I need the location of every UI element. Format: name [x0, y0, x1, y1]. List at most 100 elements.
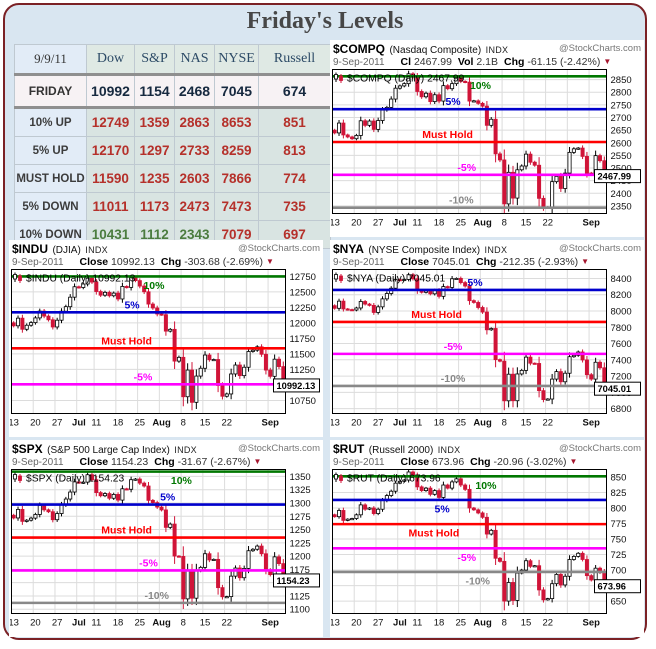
svg-text:Jul: Jul: [72, 418, 86, 429]
table-cell: 12749: [86, 107, 135, 137]
svg-text:13: 13: [10, 418, 19, 429]
chart-subheader: 9-Sep-2011 Close 673.96 Chg -20.96 (-3.02%…: [331, 455, 644, 468]
svg-text:22: 22: [542, 418, 553, 429]
candlestick-icon: [334, 72, 343, 83]
svg-text:Sep: Sep: [583, 418, 601, 429]
svg-text:$COMPQ (Daily) 2467.99: $COMPQ (Daily) 2467.99: [347, 74, 465, 85]
levels-table-head: 9/9/11 Dow S&P NAS NYSE Russell: [14, 44, 331, 75]
axis-group: 650675700725750775800825850132027Jul1118…: [329, 472, 627, 629]
indu-chart-canvas: 10%5%Must Hold-5%10750110001125011500117…: [8, 269, 320, 429]
chart-name: (NYSE Composite Index): [368, 245, 481, 256]
svg-text:10750: 10750: [290, 396, 316, 407]
svg-text:750: 750: [611, 535, 627, 546]
svg-text:2650: 2650: [611, 126, 632, 137]
svg-text:1200: 1200: [290, 552, 311, 563]
svg-text:850: 850: [611, 472, 627, 483]
table-cell: 2468: [174, 73, 215, 109]
svg-text:1275: 1275: [290, 512, 311, 523]
svg-text:11: 11: [91, 618, 101, 629]
chart-panel-nya: $NYA (NYSE Composite Index) INDX @StockC…: [329, 240, 644, 437]
svg-text:13: 13: [10, 618, 19, 629]
svg-text:1100: 1100: [290, 605, 310, 616]
table-cell: 10992: [86, 73, 135, 109]
table-cell: 735: [258, 192, 331, 221]
svg-text:27: 27: [373, 618, 384, 629]
table-cell: 2473: [174, 192, 215, 221]
volume-label: Vol: [457, 56, 474, 68]
svg-text:800: 800: [611, 503, 627, 514]
svg-text:$NYA (Daily) 7045.01: $NYA (Daily) 7045.01: [347, 274, 446, 285]
svg-text:18: 18: [434, 618, 445, 629]
svg-text:2500: 2500: [611, 164, 632, 175]
svg-text:Must Hold: Must Hold: [411, 309, 462, 321]
chart-header: $NYA (NYSE Composite Index) INDX @StockC…: [331, 242, 644, 257]
svg-text:2700: 2700: [611, 113, 632, 124]
chart-date: 9-Sep-2011: [333, 57, 385, 68]
page-title: Friday's Levels: [246, 8, 404, 34]
svg-text:15: 15: [521, 218, 532, 229]
svg-text:1225: 1225: [290, 538, 311, 549]
svg-text:Sep: Sep: [583, 618, 601, 629]
svg-text:Jul: Jul: [393, 418, 407, 429]
svg-text:673.96: 673.96: [598, 582, 626, 592]
svg-text:11500: 11500: [290, 349, 316, 360]
svg-text:7400: 7400: [611, 355, 632, 366]
svg-text:15: 15: [521, 618, 532, 629]
svg-text:10%: 10%: [143, 280, 165, 292]
svg-text:Aug: Aug: [473, 618, 492, 629]
close-price-label: 7045.01: [594, 381, 641, 396]
chart-type-label: INDX: [437, 445, 461, 455]
chart-symbol: $NYA: [333, 242, 364, 256]
candles-group: [11, 472, 286, 610]
svg-text:6800: 6800: [611, 404, 632, 415]
table-cell: 12170: [86, 136, 135, 165]
svg-text:$SPX (Daily) 1154.23: $SPX (Daily) 1154.23: [26, 474, 125, 485]
candles-group: [332, 70, 607, 214]
svg-text:2800: 2800: [611, 88, 632, 99]
chart-symbol: $RUT: [333, 442, 365, 456]
row-label: FRIDAY: [14, 73, 87, 109]
chart-subheader: 9-Sep-2011 Cl 2467.99 Vol 2.1B Chg -61.15 (…: [331, 55, 644, 68]
table-cell: 2603: [174, 164, 215, 193]
svg-text:Aug: Aug: [473, 418, 492, 429]
chart-date: 9-Sep-2011: [333, 257, 385, 268]
svg-text:2600: 2600: [611, 138, 632, 149]
table-column-header: Dow: [86, 44, 135, 75]
chart-legend: $SPX (Daily) 1154.23: [13, 472, 125, 485]
change-value: -20.96 (-3.02%): [493, 456, 567, 468]
gridlines: [331, 269, 607, 414]
table-cell: 1297: [134, 136, 175, 165]
chart-subheader: 9-Sep-2011 Close 10992.13 Chg -303.68 (-2.…: [10, 255, 323, 268]
svg-text:11: 11: [91, 418, 101, 429]
candlestick-icon: [13, 472, 22, 483]
levels-table-body: FRIDAY 10992 1154 2468 7045 674 10% UP 12749 135…: [14, 73, 331, 249]
svg-text:15: 15: [200, 418, 211, 429]
svg-text:7200: 7200: [611, 372, 632, 383]
svg-text:20: 20: [351, 218, 362, 229]
table-cell: 813: [258, 136, 331, 165]
chart-date: 9-Sep-2011: [12, 457, 64, 468]
table-cell: 1359: [134, 107, 175, 137]
svg-text:8200: 8200: [611, 290, 632, 301]
chart-legend: $COMPQ (Daily) 2467.99: [334, 72, 465, 85]
change-value: -212.35 (-2.93%): [499, 256, 579, 268]
svg-text:Must Hold: Must Hold: [422, 129, 473, 141]
levels-group: 10% 5% Must Hold -5% -10%: [332, 475, 607, 587]
svg-text:12750: 12750: [290, 272, 316, 283]
svg-text:Must Hold: Must Hold: [101, 335, 152, 347]
svg-text:5%: 5%: [445, 96, 461, 108]
close-label: Close: [400, 256, 430, 268]
chart-header: $RUT (Russell 2000) INDX @StockCharts.co…: [331, 442, 644, 457]
svg-text:10992.13: 10992.13: [277, 381, 316, 391]
svg-text:2467.99: 2467.99: [598, 172, 632, 182]
svg-text:25: 25: [135, 618, 146, 629]
down-triangle-icon: ▼: [265, 257, 274, 266]
svg-text:7800: 7800: [611, 323, 632, 334]
close-price-label: 673.96: [594, 579, 641, 594]
svg-text:8: 8: [502, 218, 507, 229]
table-cell: 1235: [134, 164, 175, 193]
change-value: -61.15 (-2.42%): [527, 56, 601, 68]
svg-text:825: 825: [611, 488, 627, 499]
svg-text:775: 775: [611, 519, 627, 530]
